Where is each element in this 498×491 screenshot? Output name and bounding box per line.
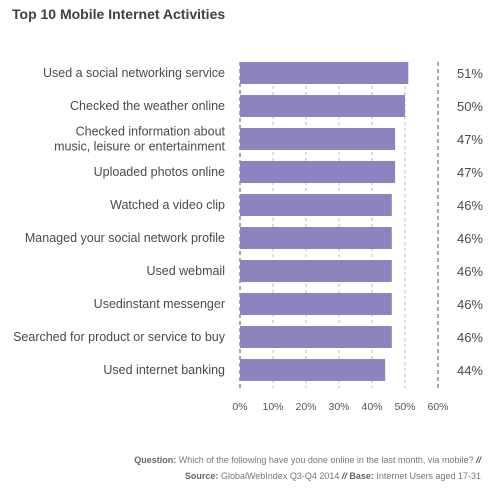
bar-10 (240, 359, 386, 381)
bar-4 (240, 161, 396, 183)
bar-chart: Used a social networking service Checked … (13, 62, 483, 413)
bar-9 (240, 326, 392, 348)
category-label-8: Usedinstant messenger (94, 297, 225, 311)
source-text: GlobalWebIndex Q3-Q4 2014 (220, 471, 340, 481)
tick-label-50: 50% (394, 401, 415, 413)
value-labels: 51% 50% 47% 47% 46% 46% 46% 46% 46% 44% (457, 66, 483, 378)
category-label-10: Used internet banking (103, 363, 225, 377)
source-label: Source: (184, 471, 219, 481)
tick-label-60: 60% (427, 401, 448, 413)
footer-question: Question: Which of the following have yo… (0, 455, 481, 465)
x-axis-ticks: 0% 10% 20% 30% 40% 50% 60% (232, 401, 448, 413)
value-label-5: 46% (457, 198, 483, 213)
bar-5 (240, 194, 392, 216)
question-text: Which of the following have you done onl… (178, 455, 474, 465)
bar-2 (240, 95, 405, 117)
bar-7 (240, 260, 392, 282)
category-label-1: Used a social networking service (43, 66, 225, 80)
bar-6 (240, 227, 392, 249)
category-labels: Used a social networking service Checked … (13, 66, 226, 377)
category-label-5: Watched a video clip (110, 198, 225, 212)
tick-label-20: 20% (295, 401, 316, 413)
tick-label-10: 10% (262, 401, 283, 413)
bars (240, 62, 409, 381)
bar-1 (240, 62, 409, 84)
tick-label-30: 30% (328, 401, 349, 413)
separator-slash: // (341, 471, 347, 481)
category-label-3-line-2: music, leisure or entertainment (54, 140, 225, 154)
tick-label-0: 0% (232, 401, 247, 413)
value-label-8: 46% (457, 297, 483, 312)
value-label-9: 46% (457, 330, 483, 345)
category-label-3-line-1: Checked information about (76, 125, 226, 139)
category-label-9: Searched for product or service to buy (13, 330, 226, 344)
tick-label-40: 40% (361, 401, 382, 413)
value-label-4: 47% (457, 165, 483, 180)
category-label-2: Checked the weather online (70, 99, 225, 113)
value-label-2: 50% (457, 99, 483, 114)
category-label-4: Uploaded photos online (94, 165, 225, 179)
value-label-3: 47% (457, 132, 483, 147)
base-label: Base: (349, 471, 374, 481)
separator-slash: // (475, 455, 481, 465)
footer-source: Source: GlobalWebIndex Q3-Q4 2014 // Bas… (0, 471, 481, 481)
value-label-10: 44% (457, 363, 483, 378)
base-text: Internet Users aged 17-31 (376, 471, 481, 481)
category-label-7: Used webmail (146, 264, 225, 278)
chart-title: Top 10 Mobile Internet Activities (12, 6, 226, 22)
value-label-1: 51% (457, 66, 483, 81)
category-label-6: Managed your social network profile (25, 231, 225, 245)
value-label-6: 46% (457, 231, 483, 246)
bar-3 (240, 128, 396, 150)
bar-8 (240, 293, 392, 315)
value-label-7: 46% (457, 264, 483, 279)
question-label: Question: (134, 455, 177, 465)
